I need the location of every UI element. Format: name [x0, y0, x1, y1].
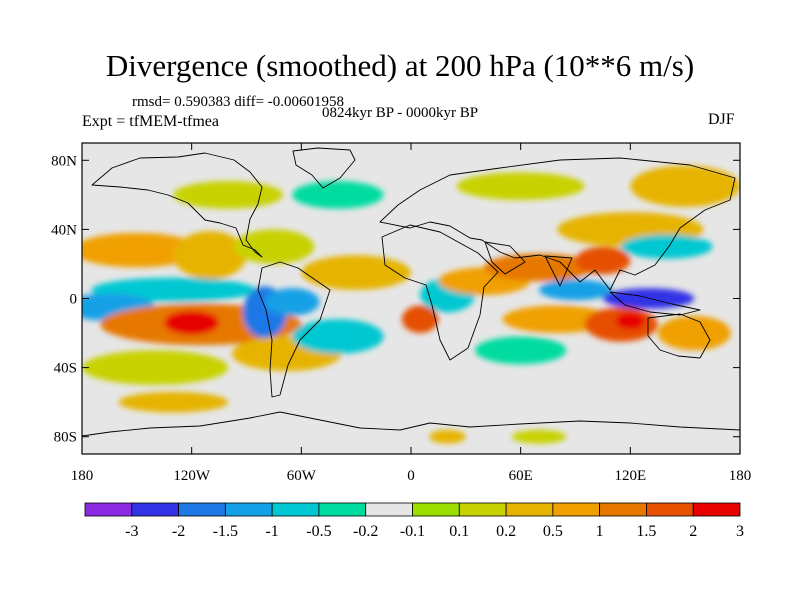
colorbar-label: 0.2	[496, 523, 516, 540]
lon-tick-label: 60E	[509, 468, 533, 484]
colorbar-label: -0.5	[306, 523, 331, 540]
colorbar-swatch	[271, 502, 320, 517]
colorbar-swatch	[692, 502, 741, 517]
divergence-anomaly-11	[292, 319, 384, 354]
colorbar-swatch	[505, 502, 554, 517]
divergence-anomaly-20	[502, 305, 613, 334]
coast-arabia	[484, 241, 526, 275]
colorbar-swatch	[178, 502, 226, 517]
map-title: Divergence (smoothed) at 200 hPa (10**6 …	[105, 48, 695, 83]
colorbar-label: 2	[689, 523, 697, 540]
colorbar-label: 0.5	[543, 523, 563, 540]
colorbar-label: -0.2	[353, 523, 378, 540]
colorbar-label: -1	[265, 523, 278, 540]
divergence-anomaly-8	[264, 288, 320, 316]
lat-tick-label: 80N	[51, 153, 77, 169]
colorbar-swatch	[458, 502, 507, 517]
colorbar-swatch	[646, 502, 694, 517]
divergence-anomaly-26	[621, 234, 713, 259]
divergence-anomaly-32	[429, 429, 466, 444]
divergence-anomaly-29	[292, 181, 384, 209]
divergence-field	[82, 165, 740, 444]
experiment-label: Expt = tfMEM-tfmea	[82, 113, 219, 130]
lon-tick-label: 0	[407, 468, 415, 484]
divergence-anomaly-6	[164, 310, 220, 335]
coastlines	[82, 147, 740, 437]
colorbar-label: 1	[596, 523, 604, 540]
coast-eurasia	[379, 157, 736, 291]
season-label: DJF	[708, 111, 735, 128]
divergence-anomaly-31	[118, 391, 229, 413]
colorbar-label: -3	[125, 523, 138, 540]
coast-south-america	[257, 261, 331, 398]
divergence-anomaly-24	[474, 336, 567, 365]
divergence-anomaly-30	[456, 172, 585, 201]
colorbar-label: 1.5	[636, 523, 656, 540]
colorbar-swatch	[412, 502, 460, 517]
coast-north-america	[91, 152, 263, 258]
coast-australia	[647, 313, 711, 359]
lon-tick-label: 120W	[173, 468, 211, 484]
colorbar-label: -1.5	[213, 523, 238, 540]
lon-tick-label: 180	[71, 468, 94, 484]
divergence-anomaly-1	[173, 231, 247, 280]
colorbar-label: 0.1	[449, 523, 469, 540]
divergence-anomaly-0	[82, 232, 201, 268]
divergence-anomaly-18	[538, 279, 613, 301]
colorbar-swatch	[224, 502, 273, 517]
divergence-anomaly-28	[173, 181, 284, 209]
colorbar-label: 3	[736, 523, 744, 540]
divergence-anomaly-22	[615, 312, 645, 330]
lat-tick-label: 40N	[51, 222, 77, 238]
divergence-anomaly-33	[511, 429, 567, 444]
colorbar-labels: -3 -2 -1.5 -1 -0.5 -0.2 -0.1 0.1 0.2 0.5 1 1.5 2 3	[125, 523, 744, 540]
divergence-anomaly-2	[233, 229, 315, 264]
rmsd-diff-text: rmsd= 0.590383 diff= -0.00601958	[132, 94, 345, 110]
divergence-anomaly-17	[575, 246, 631, 275]
lat-tick-label: 40S	[54, 361, 77, 377]
lon-tick-label: 60W	[287, 468, 317, 484]
coast-india	[544, 255, 573, 287]
divergence-anomaly-23	[657, 315, 731, 351]
colorbar-label: -2	[172, 523, 185, 540]
colorbar-label: -0.1	[400, 523, 425, 540]
colorbar-swatch	[131, 502, 179, 517]
colorbar-swatch	[318, 502, 367, 517]
axis-tick-labels: 80N 40N 0 40S 80S 180 120W 60W 0 60E 120E 180	[51, 153, 751, 484]
divergence-anomaly-12	[301, 255, 411, 290]
axis-ticks	[81, 143, 741, 454]
divergence-anomaly-13	[401, 305, 439, 334]
lat-tick-label: 0	[70, 292, 78, 308]
lat-tick-label: 80S	[54, 430, 77, 446]
divergence-anomaly-27	[630, 165, 740, 207]
lon-tick-label: 120E	[614, 468, 646, 484]
coast-indonesia	[609, 291, 701, 316]
colorbar	[84, 502, 741, 517]
colorbar-swatch	[552, 502, 601, 517]
coast-africa	[381, 224, 499, 361]
colorbar-swatch	[84, 502, 133, 517]
coast-greenland	[292, 147, 356, 189]
divergence-anomaly-10	[82, 350, 229, 385]
colorbar-swatch	[365, 502, 413, 517]
colorbar-swatch	[599, 502, 647, 517]
period-text: 0824kyr BP - 0000kyr BP	[322, 105, 479, 121]
coast-antarctica	[82, 411, 740, 437]
lon-tick-label: 180	[729, 468, 752, 484]
divergence-anomaly-16	[484, 253, 594, 282]
